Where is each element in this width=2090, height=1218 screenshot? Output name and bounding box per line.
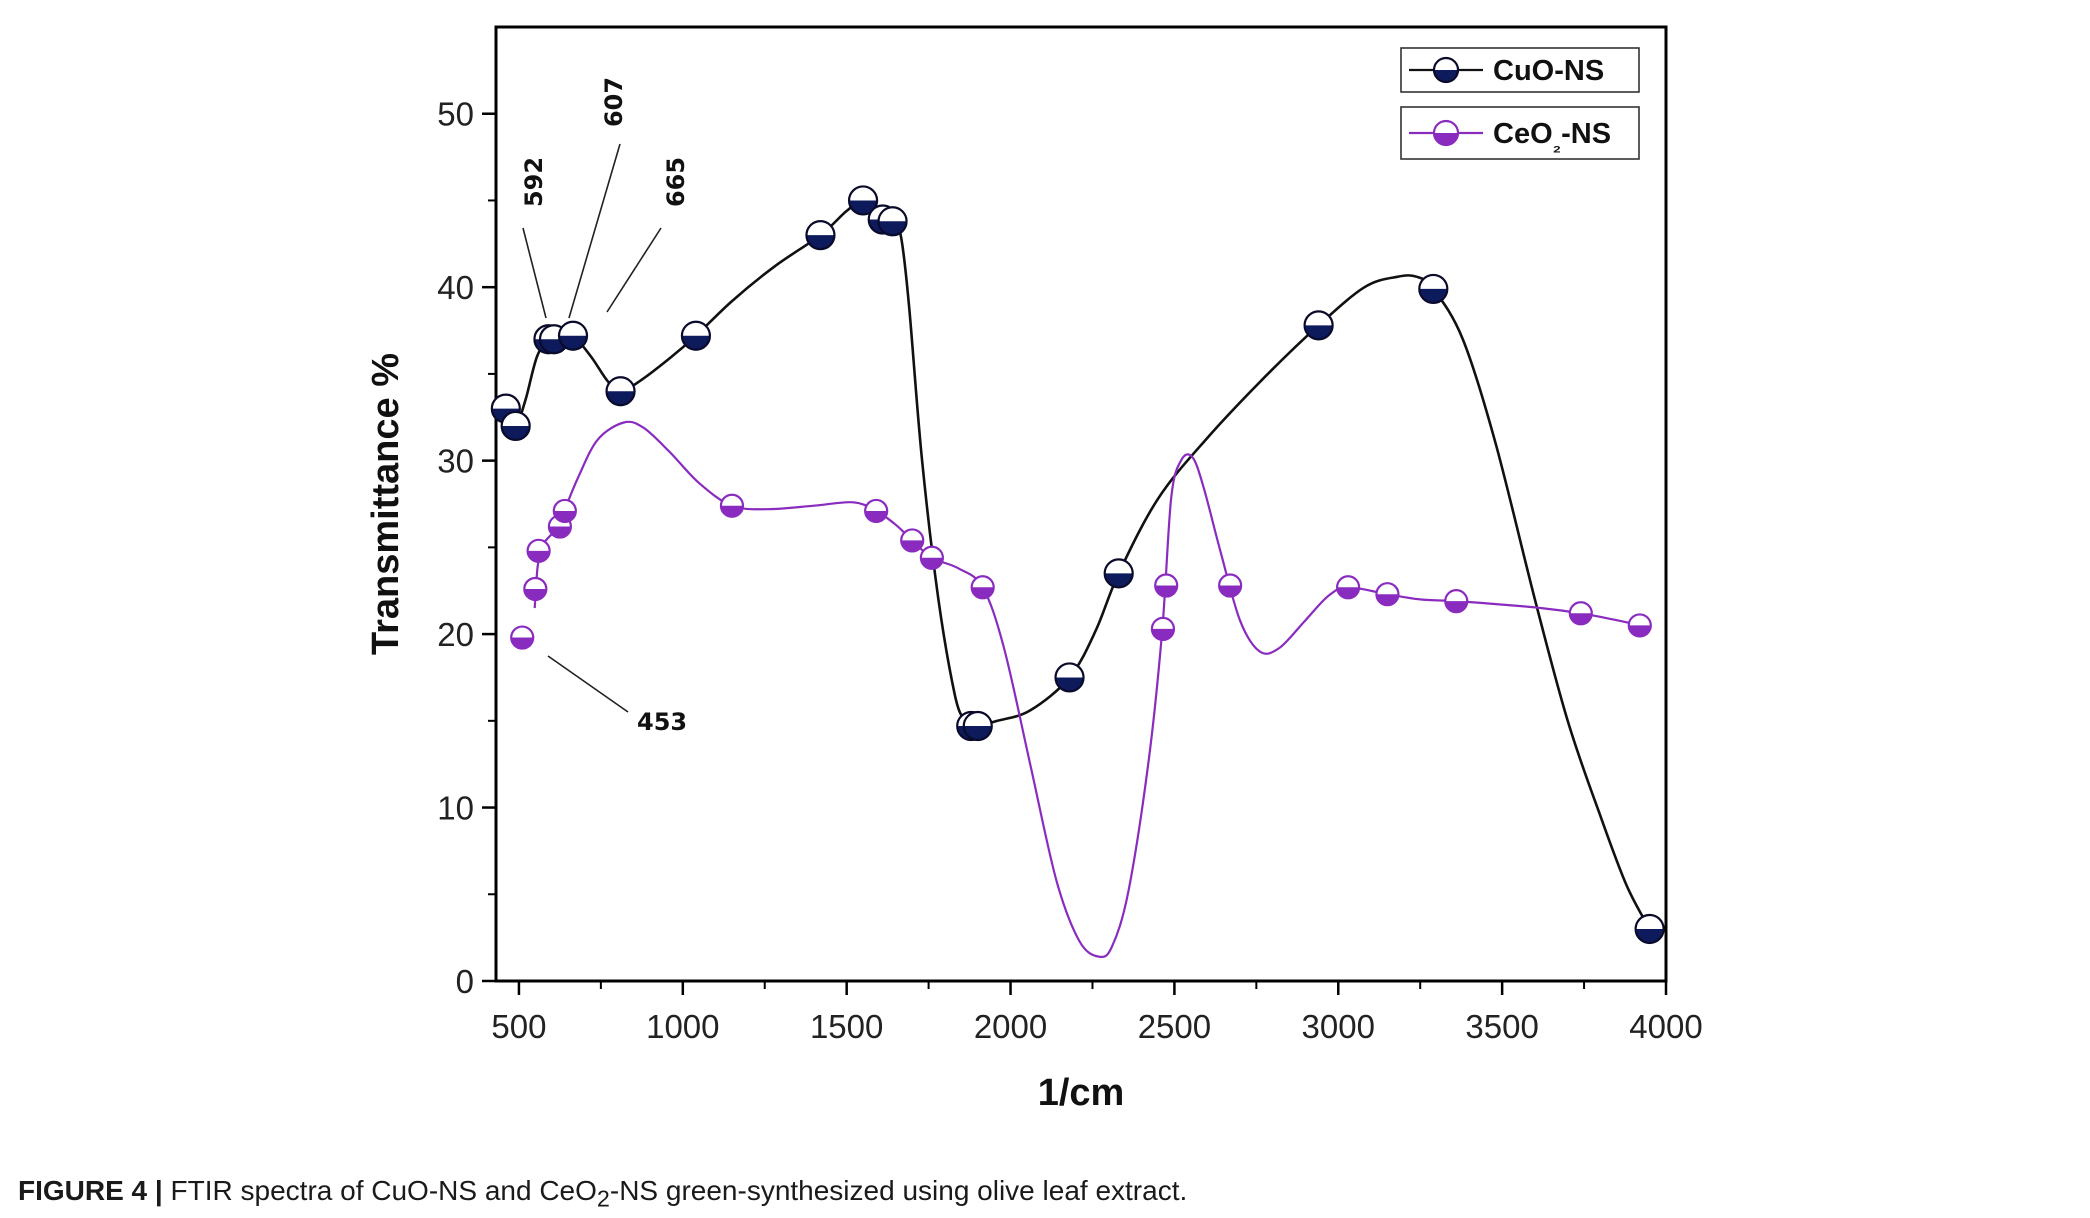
x-tick-label: 2000 — [974, 1008, 1047, 1045]
series-line-0 — [503, 199, 1651, 930]
annotation-leader-453 — [547, 655, 629, 713]
plot-frame — [494, 25, 1668, 983]
data-point-1 — [864, 498, 889, 524]
x-tick-label: 1000 — [646, 1008, 719, 1045]
y-tick-label: 40 — [437, 269, 474, 306]
y-tick-label: 10 — [437, 790, 474, 827]
data-point-1 — [1154, 573, 1179, 598]
x-axis-title: 1/cm — [1038, 1072, 1125, 1114]
legend-label-1: CeO₂-NS — [1493, 118, 1611, 157]
data-point-0 — [500, 410, 531, 442]
data-point-1 — [552, 498, 577, 524]
x-tick-label: 4000 — [1629, 1008, 1702, 1045]
data-point-1 — [1568, 601, 1593, 626]
annotation-label-592: 592 — [520, 157, 548, 207]
data-point-1 — [1444, 589, 1469, 614]
x-tick-label: 1500 — [810, 1008, 883, 1045]
annotation-label-607: 607 — [600, 77, 628, 127]
data-point-1 — [970, 575, 995, 600]
data-point-0 — [1418, 273, 1449, 305]
data-point-1 — [1375, 582, 1400, 607]
legend-marker-0 — [1432, 56, 1460, 84]
data-point-0 — [805, 220, 836, 251]
y-tick-label: 30 — [437, 443, 474, 480]
data-point-0 — [557, 320, 589, 351]
data-point-1 — [523, 576, 548, 602]
caption-label: FIGURE 4 | — [18, 1175, 163, 1206]
data-point-0 — [877, 206, 908, 237]
x-tick-label: 3500 — [1465, 1008, 1538, 1045]
series-markers — [490, 185, 1665, 945]
data-point-0 — [1054, 662, 1085, 693]
data-point-1 — [1218, 573, 1243, 598]
peak-annotations: 592 607 665 453 — [520, 77, 690, 736]
figure-caption: FIGURE 4 | FTIR spectra of CuO-NS and Ce… — [18, 1175, 1187, 1213]
series-curves — [503, 199, 1651, 959]
y-tick-label: 50 — [437, 96, 474, 133]
annotation-label-665: 665 — [662, 157, 690, 207]
y-axis-title: Transmittance % — [365, 353, 407, 655]
data-point-1 — [510, 625, 535, 650]
data-point-0 — [1303, 310, 1334, 341]
data-point-1 — [900, 528, 925, 553]
data-point-0 — [1634, 913, 1665, 945]
x-tick-label: 500 — [491, 1008, 546, 1045]
annotation-label-453: 453 — [637, 708, 687, 736]
caption-text: FTIR spectra of CuO-NS and CeO2-NS green… — [170, 1175, 1188, 1212]
data-point-0 — [680, 320, 712, 351]
data-point-0 — [962, 710, 993, 742]
y-tick-label: 20 — [437, 616, 474, 653]
data-point-0 — [847, 185, 879, 216]
annotation-leader-607 — [568, 143, 621, 319]
data-point-1 — [526, 538, 551, 563]
data-point-1 — [719, 493, 745, 518]
data-point-1 — [919, 545, 944, 570]
y-tick-label: 0 — [456, 963, 474, 1000]
data-point-1 — [1150, 616, 1176, 641]
legend-marker-1 — [1432, 119, 1460, 147]
data-point-1 — [1627, 613, 1652, 638]
axis-ticks: 500 1000 1500 2000 2500 3000 3500 4000 0 10 20 30 40… — [437, 96, 1702, 1045]
x-tick-label: 3000 — [1302, 1008, 1375, 1045]
data-point-0 — [1103, 558, 1134, 589]
annotation-leader-665 — [606, 227, 662, 313]
legend: CuO-NS CeO₂-NS — [1400, 47, 1640, 160]
data-point-1 — [1336, 575, 1361, 600]
legend-label-0: CuO-NS — [1493, 55, 1604, 87]
x-tick-label: 2500 — [1138, 1008, 1211, 1045]
series-line-1 — [533, 420, 1641, 959]
annotation-leader-592 — [522, 227, 547, 319]
data-point-0 — [605, 376, 636, 407]
